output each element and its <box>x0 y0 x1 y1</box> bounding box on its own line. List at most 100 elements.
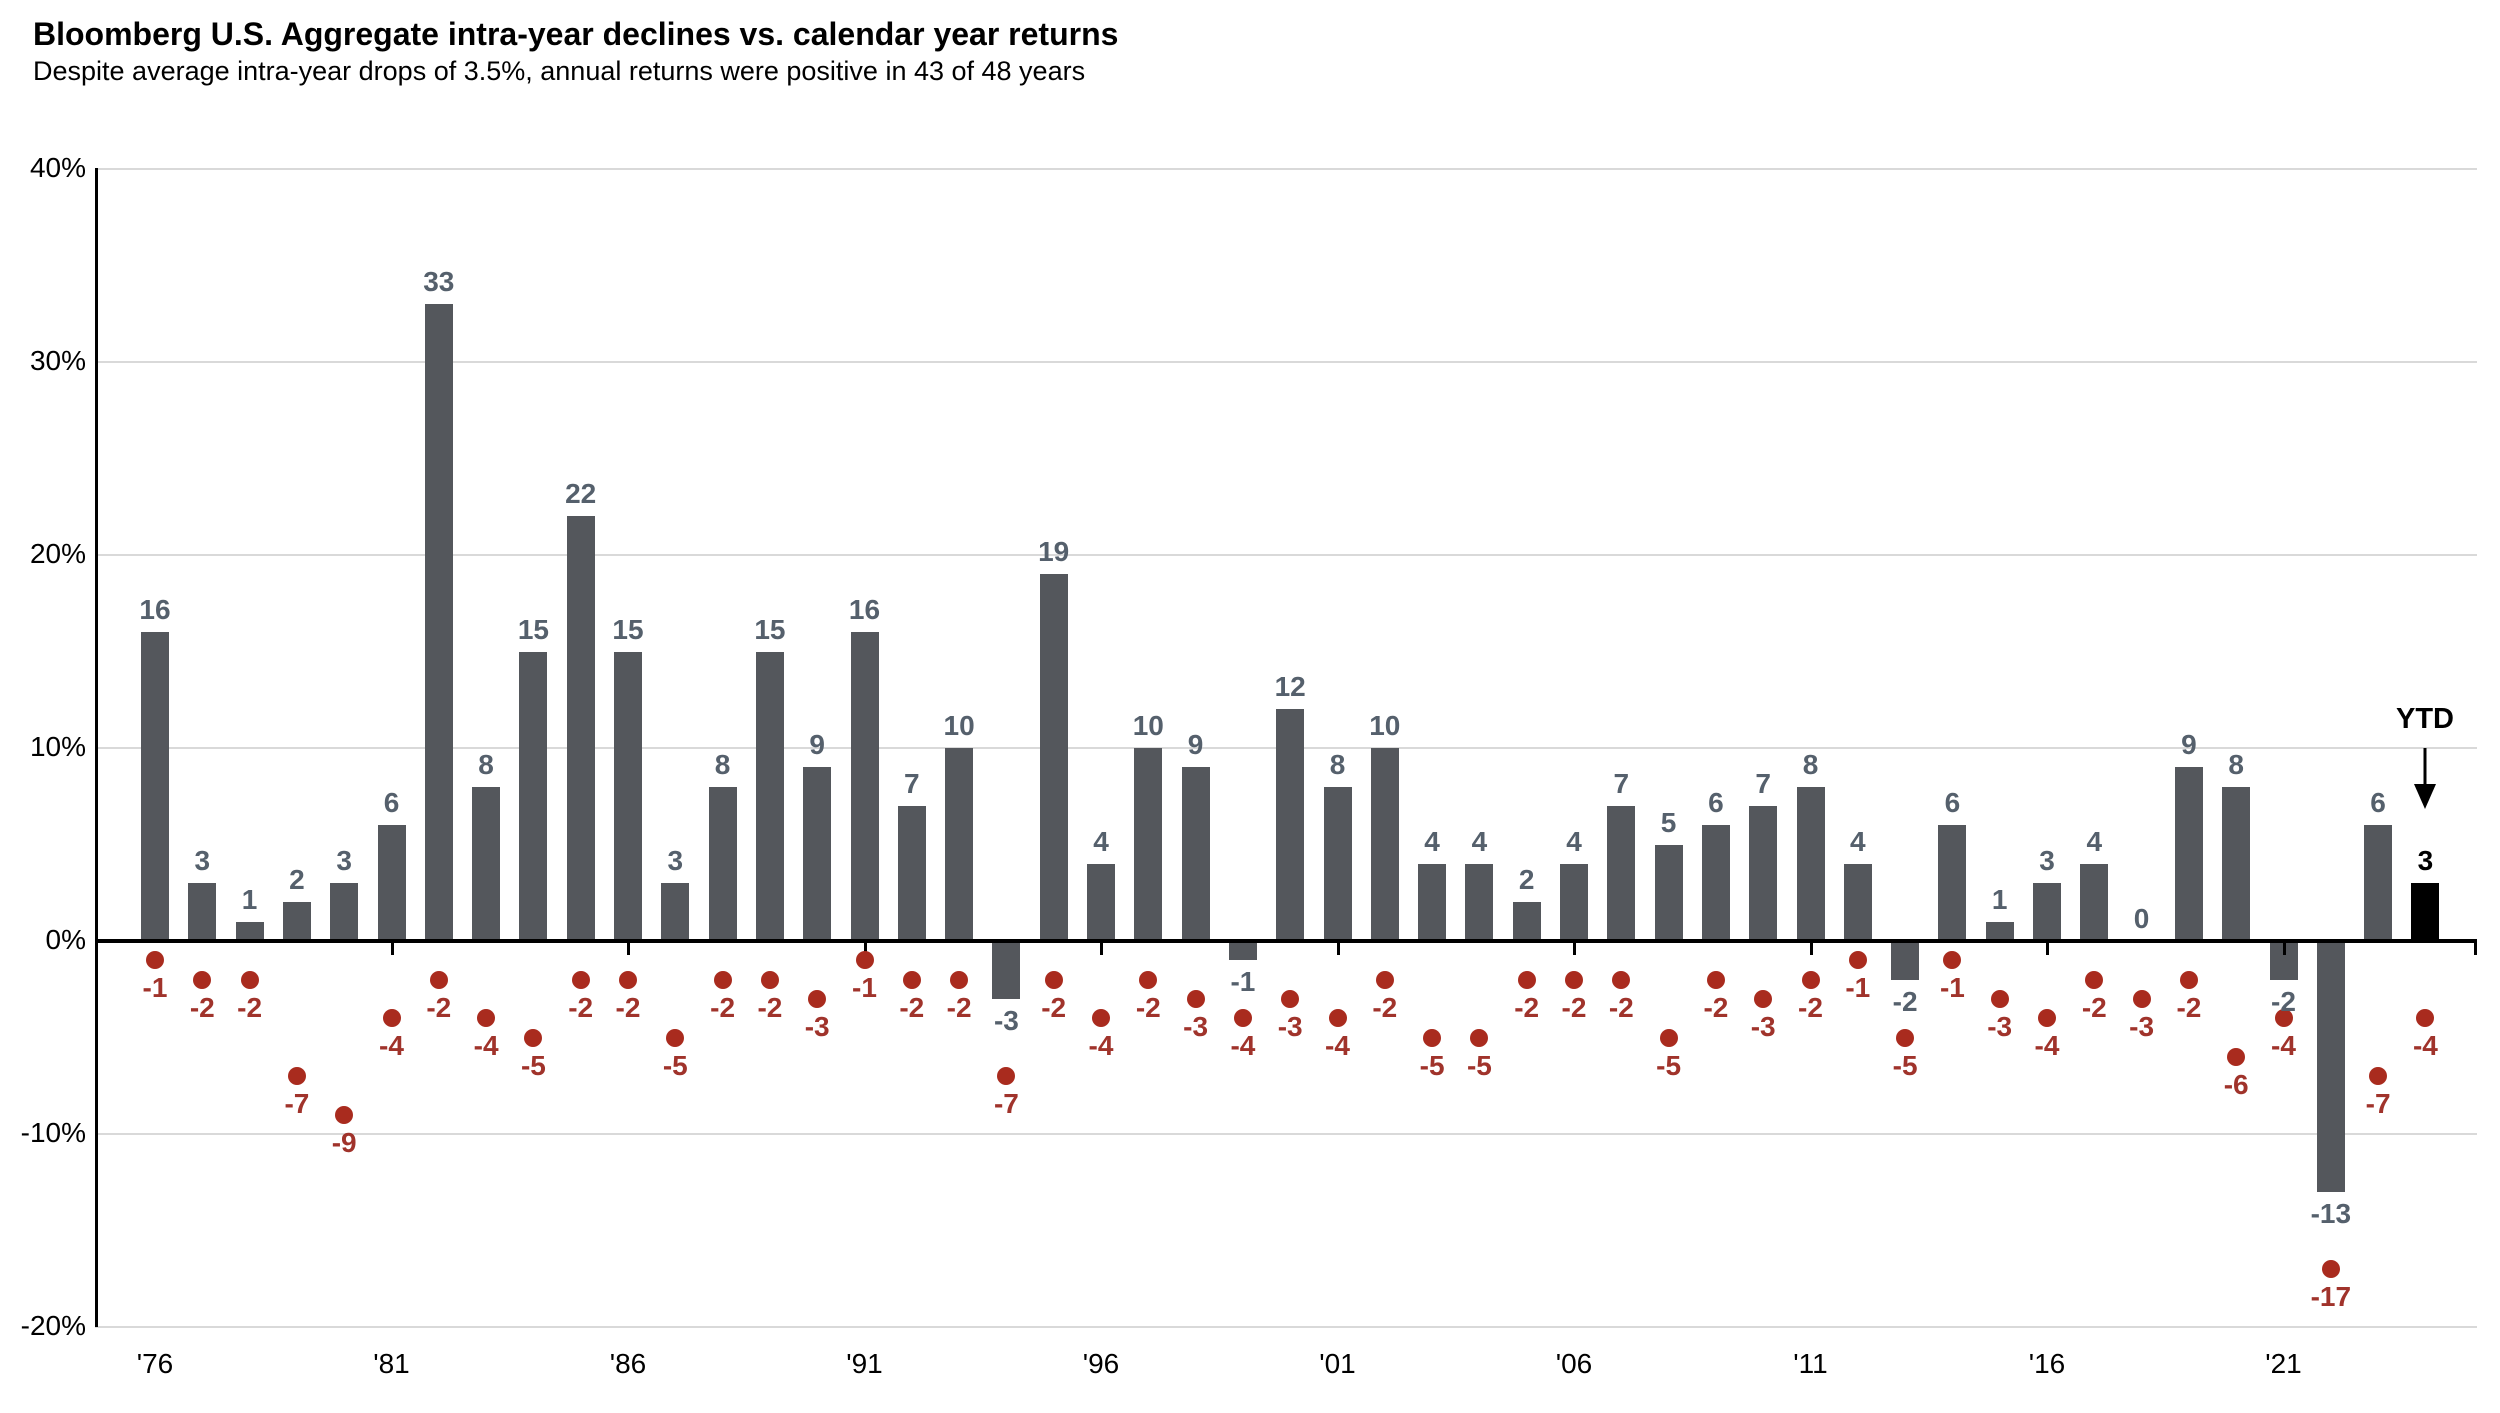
gridline <box>95 554 2477 556</box>
decline-value-label: -7 <box>284 1088 310 1120</box>
bar <box>1701 825 1730 941</box>
decline-dot <box>1423 1028 1442 1047</box>
gridline <box>95 168 2477 170</box>
bar-value-label: 15 <box>517 613 549 645</box>
axis-tick <box>1809 941 1813 955</box>
x-tick-label: '76 <box>136 1348 174 1379</box>
bar-value-label: 4 <box>2086 825 2103 857</box>
bar <box>803 767 832 941</box>
bar <box>708 786 737 941</box>
bar <box>424 304 453 941</box>
decline-value-label: -2 <box>237 991 263 1023</box>
decline-value-label: -7 <box>993 1088 1019 1120</box>
bar <box>1985 921 2014 941</box>
x-tick-label: '16 <box>2028 1348 2066 1379</box>
bar-value-label: 2 <box>289 864 305 896</box>
decline-value-label: -2 <box>1703 991 1729 1023</box>
decline-dot <box>2038 1009 2056 1028</box>
decline-value-label: -4 <box>473 1030 499 1062</box>
x-axis-line <box>95 939 2477 943</box>
bar-value-label: 3 <box>667 845 684 877</box>
decline-dot <box>713 970 732 989</box>
bar <box>1891 941 1920 980</box>
bar <box>282 902 311 941</box>
y-tick-label: -20% <box>20 1310 86 1341</box>
bar-value-label: 16 <box>139 594 171 626</box>
bar-value-label: 4 <box>1850 825 1866 857</box>
x-tick-label: '91 <box>846 1348 883 1379</box>
bar-value-label: 6 <box>1944 787 1961 819</box>
decline-dot <box>1565 970 1583 989</box>
decline-value-label: -7 <box>2365 1088 2391 1120</box>
bar-value-label: 4 <box>1566 825 1582 857</box>
decline-dot <box>2179 970 2198 989</box>
bar-value-label: 9 <box>809 729 825 761</box>
bar-value-label: 8 <box>2228 748 2244 780</box>
decline-value-label: -4 <box>379 1030 404 1062</box>
bar <box>614 651 642 941</box>
x-tick-label: '86 <box>609 1348 647 1379</box>
bar-value-label: 6 <box>2370 787 2386 819</box>
bar-value-label: 4 <box>1424 825 1440 857</box>
bar <box>1749 805 1778 941</box>
bar-value-label: 8 <box>714 748 731 780</box>
decline-value-label: -5 <box>1656 1049 1682 1081</box>
decline-dot <box>1328 1009 1347 1028</box>
x-tick-label: '96 <box>1082 1348 1120 1379</box>
decline-dot <box>1659 1028 1678 1047</box>
decline-dot <box>1706 970 1725 989</box>
decline-value-label: -2 <box>1798 991 1823 1023</box>
decline-value-label: -2 <box>426 991 452 1023</box>
bar <box>235 921 264 941</box>
decline-value-label: -1 <box>1939 972 1965 1004</box>
decline-value-label: -2 <box>2081 991 2107 1023</box>
decline-dot <box>2274 1009 2293 1028</box>
decline-value-label: -6 <box>2223 1068 2249 1100</box>
bar <box>1512 902 1541 941</box>
decline-dot <box>2085 970 2104 989</box>
decline-value-label: -2 <box>710 991 736 1023</box>
y-tick-label: -10% <box>20 1117 86 1148</box>
axis-tick <box>627 941 630 955</box>
bar <box>1607 805 1636 941</box>
axis-tick <box>2474 941 2477 955</box>
decline-value-label: -2 <box>1372 991 1398 1023</box>
ytd-annotation-label: YTD <box>2396 703 2454 735</box>
decline-dot <box>1186 989 1205 1008</box>
decline-value-label: -2 <box>1135 991 1161 1023</box>
decline-value-label: -3 <box>1277 1010 1303 1042</box>
decline-dot <box>1233 1009 1252 1028</box>
bar <box>992 941 1021 999</box>
bar-value-label: 9 <box>1187 729 1204 761</box>
decline-dot <box>524 1028 543 1047</box>
decline-value-label: -1 <box>142 972 168 1004</box>
decline-value-label: -5 <box>520 1049 546 1081</box>
decline-dot <box>902 970 921 989</box>
bar <box>188 883 217 941</box>
bar-value-label: 1 <box>241 883 258 915</box>
decline-dot <box>1139 970 1158 989</box>
bar <box>1370 748 1399 941</box>
decline-value-label: -2 <box>1041 991 1067 1023</box>
y-tick-label: 30% <box>29 345 86 376</box>
decline-dot <box>1044 970 1063 989</box>
decline-dot <box>2369 1067 2388 1086</box>
bar-value-label: -13 <box>2310 1197 2352 1229</box>
decline-value-label: -9 <box>331 1126 357 1158</box>
decline-value-label: -3 <box>2129 1010 2155 1042</box>
bar <box>519 651 548 941</box>
decline-dot <box>760 970 779 989</box>
bar <box>2222 786 2251 941</box>
decline-value-label: -3 <box>804 1010 830 1042</box>
decline-dot <box>1943 951 1962 970</box>
decline-value-label: -1 <box>852 972 877 1004</box>
bar <box>1039 574 1068 941</box>
decline-dot <box>950 970 969 989</box>
decline-value-label: -5 <box>1466 1049 1492 1081</box>
decline-value-label: -2 <box>946 991 972 1023</box>
decline-dot <box>1092 1009 1110 1028</box>
bar <box>1560 863 1588 941</box>
bar <box>472 786 501 941</box>
y-tick-label: 10% <box>29 731 86 762</box>
bar <box>1843 863 1872 941</box>
